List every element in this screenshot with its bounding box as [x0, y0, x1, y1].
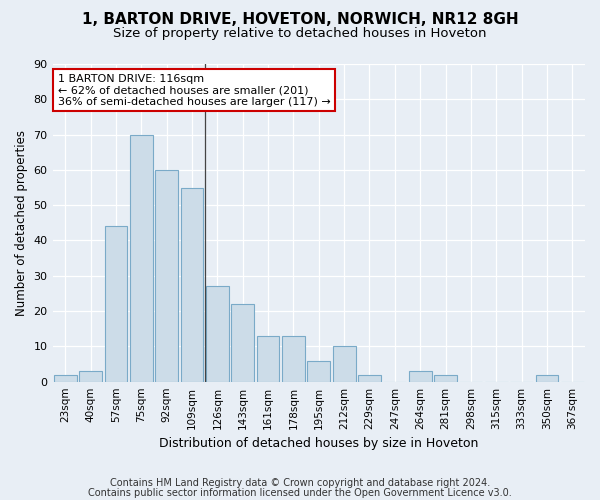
Bar [409, 371, 431, 382]
Y-axis label: Number of detached properties: Number of detached properties [15, 130, 28, 316]
Text: Contains HM Land Registry data © Crown copyright and database right 2024.: Contains HM Land Registry data © Crown c… [110, 478, 490, 488]
Text: Contains public sector information licensed under the Open Government Licence v3: Contains public sector information licen… [88, 488, 512, 498]
Bar [257, 336, 280, 382]
Text: 1, BARTON DRIVE, HOVETON, NORWICH, NR12 8GH: 1, BARTON DRIVE, HOVETON, NORWICH, NR12 … [82, 12, 518, 28]
Bar [434, 374, 457, 382]
Bar [358, 374, 381, 382]
Bar [206, 286, 229, 382]
X-axis label: Distribution of detached houses by size in Hoveton: Distribution of detached houses by size … [159, 437, 478, 450]
Bar [54, 374, 77, 382]
Bar [231, 304, 254, 382]
Bar [79, 371, 102, 382]
Bar [282, 336, 305, 382]
Bar [155, 170, 178, 382]
Bar [307, 360, 330, 382]
Bar [536, 374, 559, 382]
Text: 1 BARTON DRIVE: 116sqm
← 62% of detached houses are smaller (201)
36% of semi-de: 1 BARTON DRIVE: 116sqm ← 62% of detached… [58, 74, 331, 106]
Bar [130, 134, 152, 382]
Bar [104, 226, 127, 382]
Text: Size of property relative to detached houses in Hoveton: Size of property relative to detached ho… [113, 28, 487, 40]
Bar [333, 346, 356, 382]
Bar [181, 188, 203, 382]
